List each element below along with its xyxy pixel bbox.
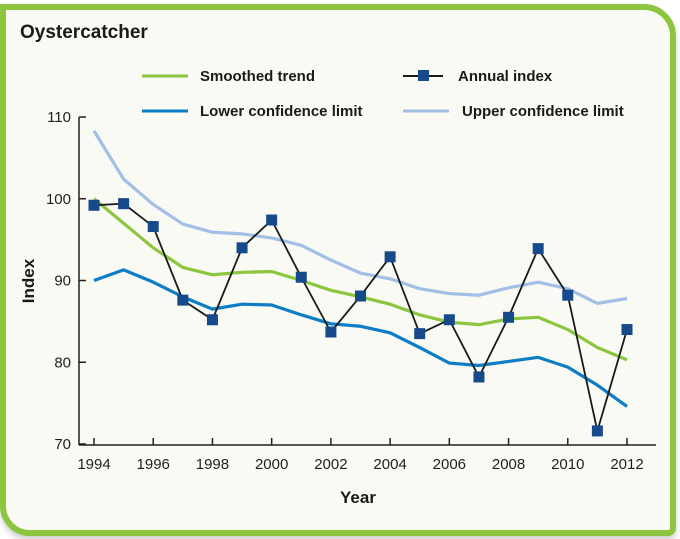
series-line-annual-index bbox=[93, 202, 628, 432]
legend-label-upper-confidence-limit: Upper confidence limit bbox=[462, 103, 624, 120]
y-tick-label: 100 bbox=[46, 191, 71, 208]
data-point-annual-index bbox=[355, 290, 366, 302]
legend-item-upper-confidence-limit: Upper confidence limit bbox=[403, 103, 624, 120]
legend-item-annual-index: Annual index bbox=[403, 68, 553, 85]
x-tick-label: 2004 bbox=[373, 456, 406, 473]
data-point-annual-index bbox=[118, 198, 130, 210]
legend-label-annual-index: Annual index bbox=[458, 68, 553, 85]
legend-label-smoothed-trend: Smoothed trend bbox=[200, 68, 315, 85]
data-point-annual-index bbox=[147, 221, 159, 233]
series-annual-index bbox=[88, 198, 633, 437]
chart-frame bbox=[0, 4, 676, 536]
data-point-annual-index bbox=[443, 314, 455, 326]
data-point-annual-index bbox=[295, 271, 307, 283]
series-line-upper-confidence-limit bbox=[92, 130, 628, 305]
x-tick-label: 2002 bbox=[314, 456, 347, 473]
data-point-annual-index bbox=[621, 324, 633, 336]
y-ticks: 70 80 90 100 110 bbox=[46, 109, 86, 453]
chart-title: Oystercatcher bbox=[20, 22, 148, 43]
x-axis-label: Year bbox=[340, 488, 376, 507]
y-tick-label: 80 bbox=[54, 354, 71, 371]
x-tick-label: 2012 bbox=[610, 456, 643, 473]
legend-marker-annual-index bbox=[418, 70, 429, 81]
x-tick-label: 1998 bbox=[196, 456, 229, 473]
data-point-annual-index bbox=[384, 251, 396, 263]
plot-area bbox=[88, 130, 633, 437]
series-upper-confidence-limit bbox=[92, 130, 628, 305]
data-point-annual-index bbox=[325, 326, 337, 338]
x-tick-label: 2008 bbox=[492, 456, 525, 473]
data-point-annual-index bbox=[532, 243, 544, 255]
data-point-annual-index bbox=[562, 289, 574, 301]
legend-label-lower-confidence-limit: Lower confidence limit bbox=[200, 103, 363, 120]
x-ticks: 1994 1996 1998 2000 2002 2004 2006 2008 2010 2012 bbox=[77, 438, 644, 473]
legend: Smoothed trend Annual index Lower confid… bbox=[142, 68, 624, 120]
y-tick-label: 70 bbox=[54, 436, 71, 453]
y-axis-label: Index bbox=[19, 258, 38, 303]
data-point-annual-index bbox=[591, 425, 603, 437]
x-tick-label: 1996 bbox=[137, 456, 170, 473]
series-line-lower-confidence-limit bbox=[93, 268, 628, 408]
y-tick-label: 90 bbox=[54, 273, 71, 290]
data-point-annual-index bbox=[473, 371, 485, 383]
y-tick-label: 110 bbox=[47, 109, 71, 126]
data-point-annual-index bbox=[266, 214, 278, 226]
legend-item-lower-confidence-limit: Lower confidence limit bbox=[142, 103, 363, 120]
data-point-annual-index bbox=[206, 314, 218, 326]
legend-item-smoothed-trend: Smoothed trend bbox=[142, 68, 315, 85]
data-point-annual-index bbox=[177, 294, 189, 306]
data-point-annual-index bbox=[236, 242, 248, 254]
x-tick-label: 1994 bbox=[77, 456, 110, 473]
data-point-annual-index bbox=[88, 199, 100, 211]
axes bbox=[78, 117, 656, 446]
x-tick-label: 2006 bbox=[433, 456, 466, 473]
data-point-annual-index bbox=[503, 311, 515, 323]
x-tick-label: 2000 bbox=[255, 456, 288, 473]
x-tick-label: 2010 bbox=[551, 456, 584, 473]
series-lower-confidence-limit bbox=[93, 268, 628, 408]
data-point-annual-index bbox=[414, 328, 426, 340]
